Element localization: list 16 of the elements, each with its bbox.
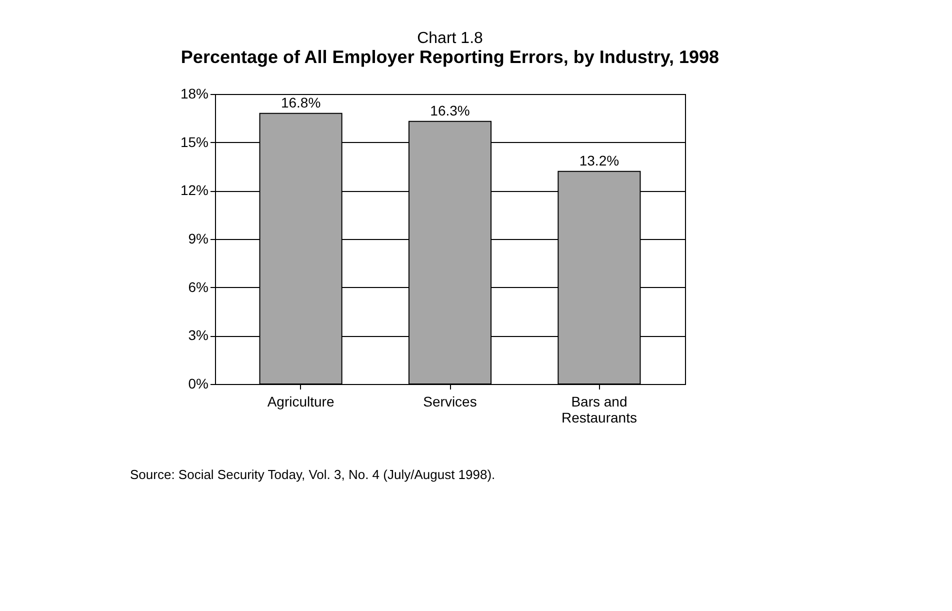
data-label: 16.8% (280, 94, 321, 110)
x-tick-label: Services (423, 394, 477, 410)
y-tick-label: 15% (180, 134, 208, 150)
y-tick-label: 12% (180, 182, 208, 198)
chart-title: Chart 1.8 (417, 30, 484, 47)
y-tick-label: 0% (188, 376, 208, 392)
chart-subtitle: Percentage of All Employer Reporting Errors, by Industry, 1998 (180, 47, 720, 67)
source-note: Source: Social Security Today, Vol. 3, No. 4 (July/August 1998). (130, 467, 496, 482)
x-tick-label: Agriculture (267, 394, 334, 410)
data-label: 16.3% (430, 102, 470, 118)
x-tick-label: Bars and Restaurants (561, 394, 637, 426)
y-tick-label: 18% (180, 86, 208, 102)
y-tick-label: 6% (188, 278, 208, 295)
y-tick-label: 9% (188, 230, 208, 246)
data-label: 13.2% (579, 152, 620, 168)
y-tick-label: 3% (188, 327, 208, 344)
